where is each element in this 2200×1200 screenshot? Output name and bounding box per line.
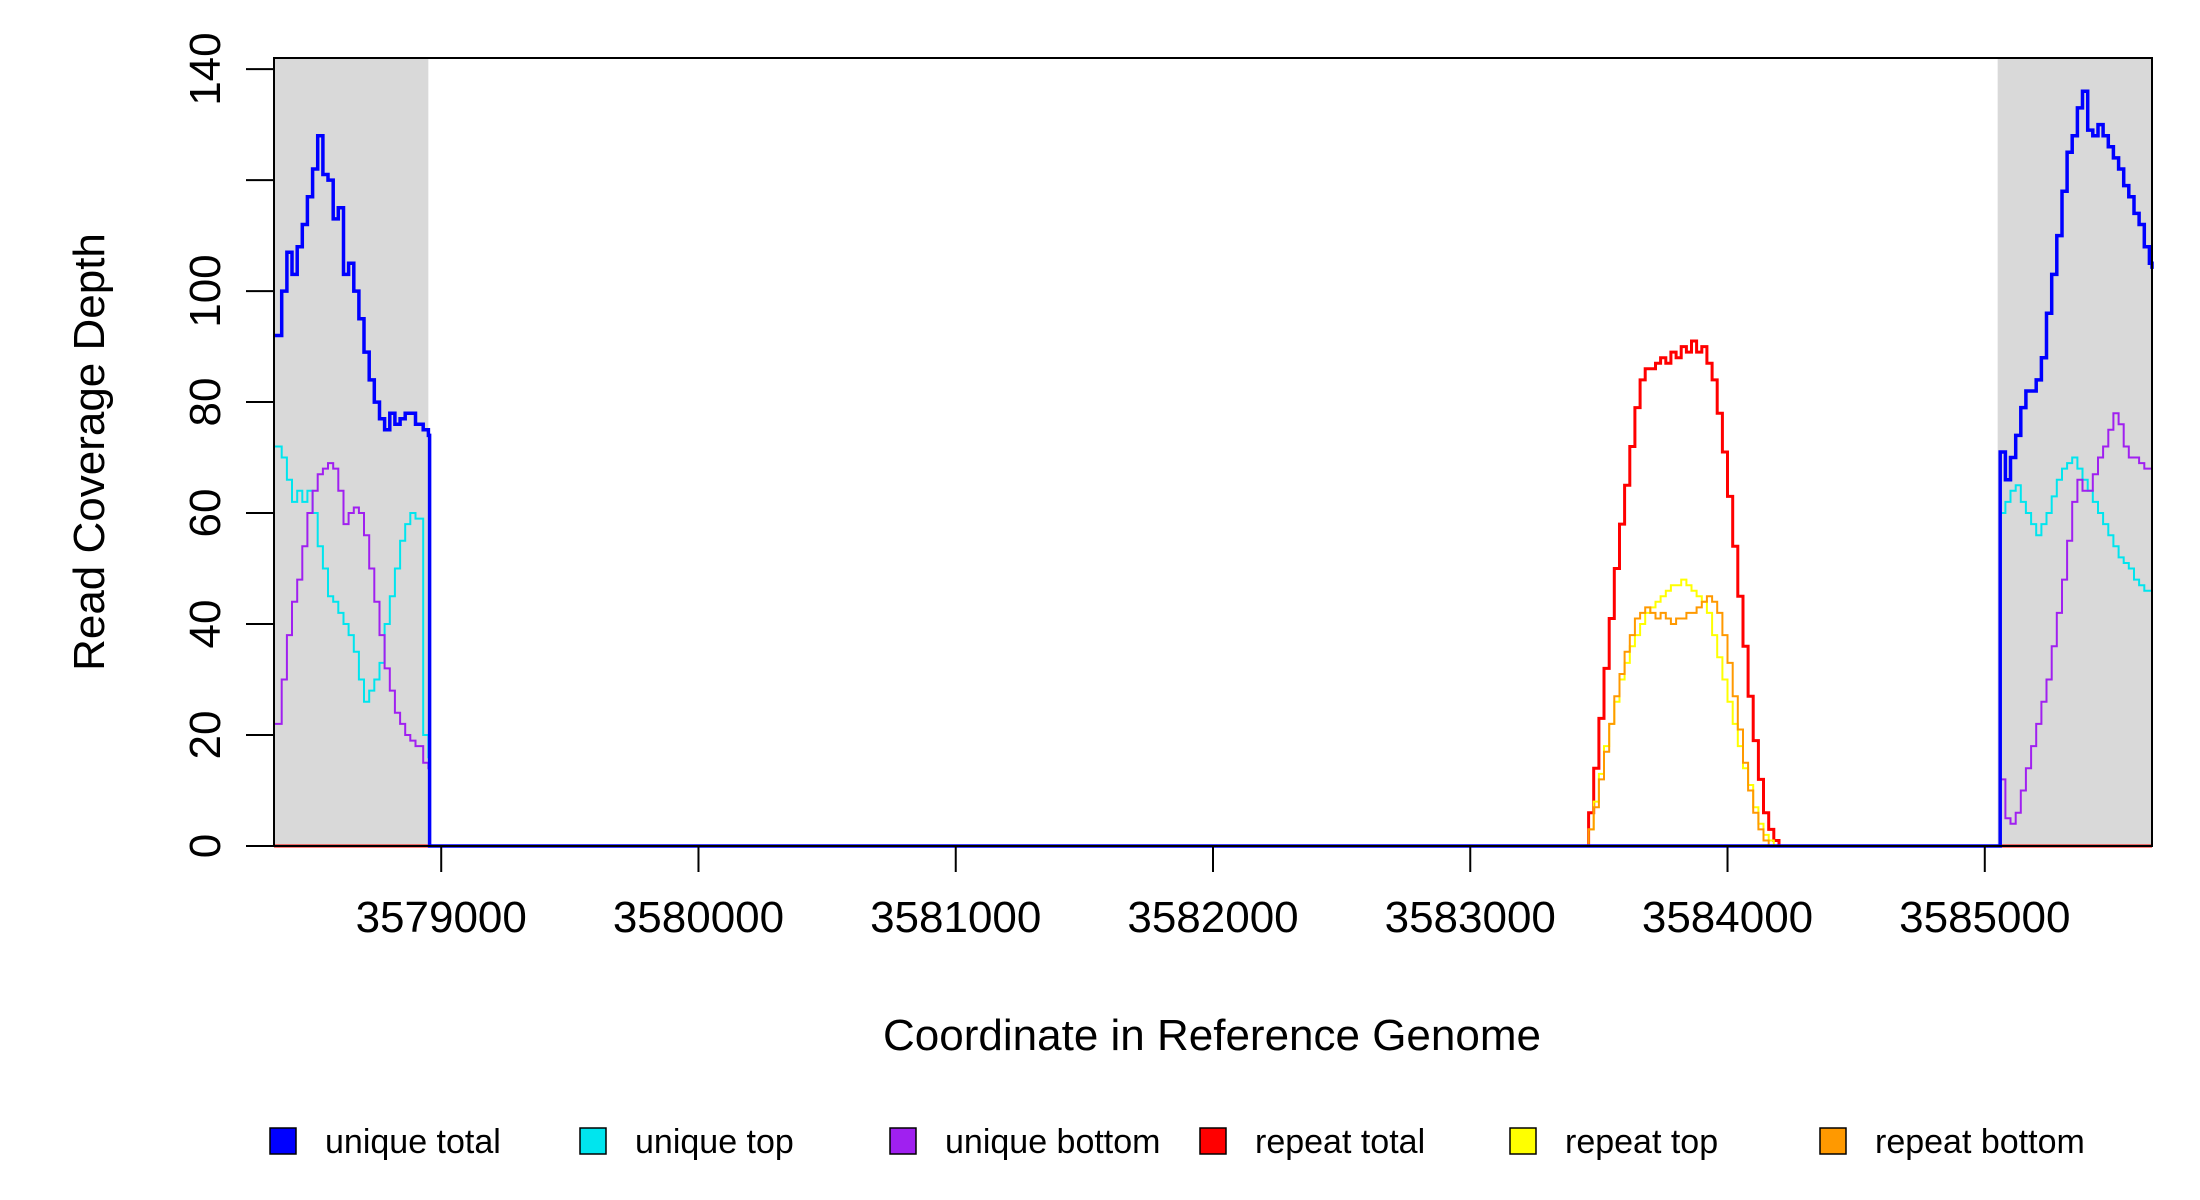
legend: unique total unique top unique bottom repea… [269, 1123, 2085, 1161]
y-tick-label: 140 [181, 32, 230, 105]
x-axis: 3579000 3580000 3581000 3582000 3583000 35840… [356, 846, 2070, 942]
x-tick-label: 3583000 [1385, 893, 1556, 942]
y-tick-label: 100 [181, 254, 230, 327]
legend-label: repeat bottom [1875, 1123, 2085, 1161]
legend-label: unique total [325, 1123, 501, 1161]
x-tick-label: 3579000 [356, 893, 527, 942]
legend-label: repeat total [1255, 1123, 1425, 1161]
y-axis: 0 20 40 60 80 100 140 [181, 32, 274, 858]
x-tick-label: 3584000 [1642, 893, 1813, 942]
y-tick-label: 0 [181, 834, 230, 858]
y-tick-label: 20 [181, 711, 230, 760]
plot-lines [274, 89, 2154, 848]
series-line-repeat-top [274, 578, 2152, 847]
shaded-region-0 [274, 58, 429, 846]
x-axis-title: Coordinate in Reference Genome [883, 1011, 1541, 1060]
legend-label: unique bottom [945, 1123, 1161, 1161]
series-line-repeat-total [274, 339, 2152, 848]
shaded-regions [274, 58, 2152, 846]
legend-swatch [889, 1127, 917, 1155]
legend-swatch [579, 1127, 607, 1155]
series-line-repeat-bottom [274, 595, 2152, 847]
legend-swatch [1509, 1127, 1537, 1155]
x-tick-label: 3582000 [1127, 893, 1298, 942]
legend-label: repeat top [1565, 1123, 1718, 1161]
x-tick-label: 3581000 [870, 893, 1041, 942]
y-tick-label: 80 [181, 378, 230, 427]
series-line-unique-total [274, 89, 2154, 848]
y-tick-label: 40 [181, 600, 230, 649]
y-axis-title: Read Coverage Depth [65, 233, 114, 671]
series-line-unique-bottom [274, 412, 2153, 847]
legend-swatch [1819, 1127, 1847, 1155]
legend-label: unique top [635, 1123, 794, 1161]
shaded-region-1 [1997, 58, 2152, 846]
x-tick-label: 3585000 [1899, 893, 2070, 942]
legend-swatch [1199, 1127, 1227, 1155]
plot-frame [273, 57, 2153, 847]
x-tick-label: 3580000 [613, 893, 784, 942]
y-tick-label: 60 [181, 489, 230, 538]
series-line-unique-top [274, 445, 2153, 847]
legend-swatch [269, 1127, 297, 1155]
